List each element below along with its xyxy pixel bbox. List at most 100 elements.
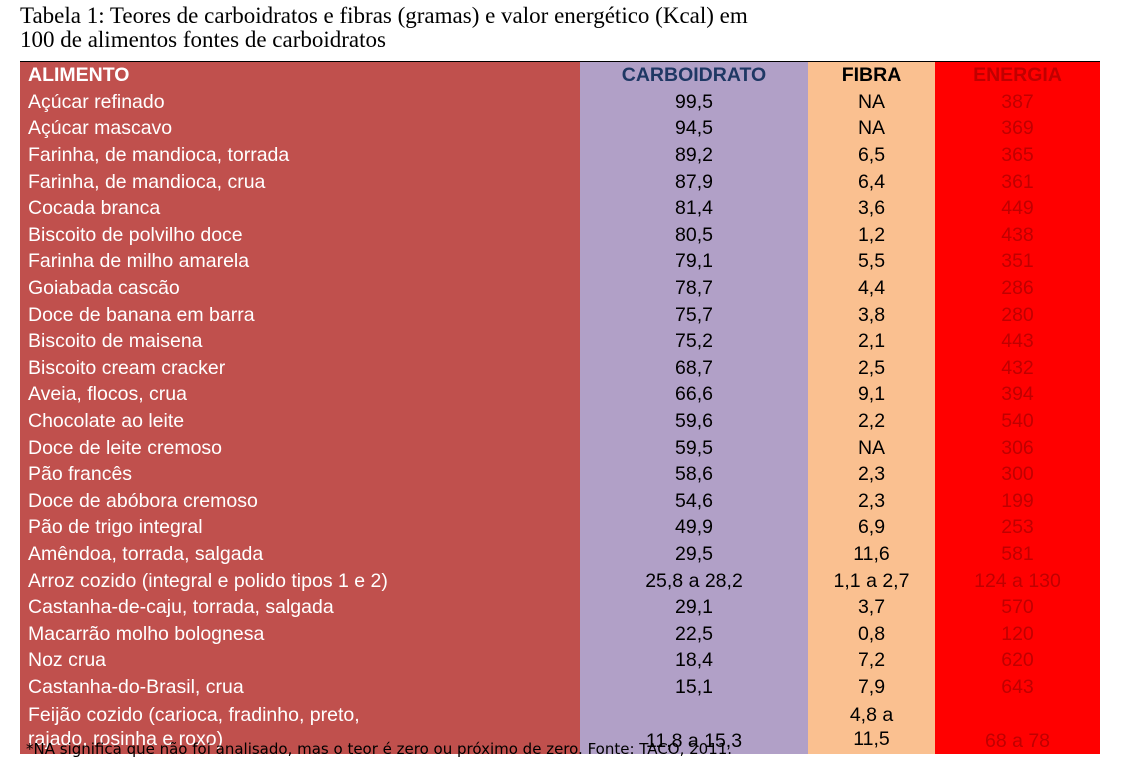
energy-cell: 124 a 130 [935,567,1100,594]
energy-cell: 369 [935,115,1100,142]
carbohydrate-cell: 25,8 a 28,2 [580,567,808,594]
header-energy: ENERGIA [935,62,1100,89]
fiber-cell: NA [808,88,935,116]
energy-cell: 581 [935,540,1100,568]
energy-cell: 351 [935,248,1100,275]
food-cell: Açúcar refinado [20,88,580,116]
footnote: *NA significa que não foi analisado, mas… [26,740,733,758]
table-body: Açúcar refinado 99,5 NA 387 Açúcar mascavo 94… [20,88,1100,755]
fiber-cell: 1,2 [808,221,935,249]
energy-cell: 449 [935,194,1100,222]
table-row: Açúcar mascavo 94,5 NA 369 [20,115,1100,142]
fiber-cell: 4,8 a 11,5 [808,700,935,755]
food-cell: Amêndoa, torrada, salgada [20,540,580,568]
energy-cell: 306 [935,434,1100,461]
energy-cell: 443 [935,327,1100,355]
carbohydrate-cell: 18,4 [580,647,808,674]
carbohydrate-cell: 29,1 [580,593,808,621]
carbohydrate-cell: 79,1 [580,248,808,275]
fiber-cell: 1,1 a 2,7 [808,567,935,594]
carbohydrate-cell: 78,7 [580,274,808,302]
header-carbohydrate: CARBOIDRATO [580,62,808,89]
table-row: Castanha-do-Brasil, crua 15,1 7,9 643 [20,673,1100,701]
energy-cell: 643 [935,673,1100,701]
fiber-cell: 2,3 [808,487,935,515]
caption-line-2: 100 de alimentos fontes de carboidratos [20,27,386,52]
table-row: Doce de banana em barra 75,7 3,8 280 [20,301,1100,328]
food-cell: Doce de leite cremoso [20,434,580,461]
carbohydrate-cell: 58,6 [580,460,808,488]
fiber-cell: 3,6 [808,194,935,222]
carbohydrate-cell: 81,4 [580,194,808,222]
energy-cell: 361 [935,168,1100,195]
caption-line-1: Tabela 1: Teores de carboidratos e fibra… [20,3,748,28]
fiber-cell: 6,4 [808,168,935,195]
food-cell: Castanha-de-caju, torrada, salgada [20,593,580,621]
nutrition-table: ALIMENTO CARBOIDRATO FIBRA ENERGIA Açúca… [20,62,1100,755]
carbohydrate-cell: 68,7 [580,354,808,382]
table-row: Noz crua 18,4 7,2 620 [20,647,1100,674]
carbohydrate-cell: 54,6 [580,487,808,515]
fiber-cell: 9,1 [808,381,935,408]
table-row: Cocada branca 81,4 3,6 449 [20,194,1100,222]
fiber-cell: 7,2 [808,647,935,674]
table-row: Amêndoa, torrada, salgada 29,5 11,6 581 [20,540,1100,568]
fiber-cell: 3,7 [808,593,935,621]
table-row: Farinha de milho amarela 79,1 5,5 351 [20,248,1100,275]
food-cell: Farinha, de mandioca, torrada [20,141,580,169]
carbohydrate-cell: 75,7 [580,301,808,328]
food-cell: Cocada branca [20,194,580,222]
food-cell: Pão francês [20,460,580,488]
carbohydrate-cell: 59,5 [580,434,808,461]
table-row: Farinha, de mandioca, crua 87,9 6,4 361 [20,168,1100,195]
energy-cell: 365 [935,141,1100,169]
fiber-cell: NA [808,434,935,461]
energy-cell: 540 [935,407,1100,435]
header-fiber: FIBRA [808,62,935,89]
table-row: Arroz cozido (integral e polido tipos 1 … [20,567,1100,594]
table-row: Biscoito de polvilho doce 80,5 1,2 438 [20,221,1100,249]
food-cell: Macarrão molho bolognesa [20,620,580,648]
fiber-cell: 5,5 [808,248,935,275]
nutrition-table-container: ALIMENTO CARBOIDRATO FIBRA ENERGIA Açúca… [20,61,1100,755]
table-row: Biscoito cream cracker 68,7 2,5 432 [20,354,1100,382]
food-cell: Farinha de milho amarela [20,248,580,275]
energy-cell: 199 [935,487,1100,515]
food-cell: Doce de banana em barra [20,301,580,328]
energy-cell: 394 [935,381,1100,408]
food-cell: Castanha-do-Brasil, crua [20,673,580,701]
food-line-2: rajado, rosinha e roxo) [28,728,224,751]
fiber-cell: 3,8 [808,301,935,328]
food-cell: Farinha, de mandioca, crua [20,168,580,195]
energy-cell: 280 [935,301,1100,328]
energy-cell: 387 [935,88,1100,116]
table-row: Açúcar refinado 99,5 NA 387 [20,88,1100,116]
fiber-cell: 4,4 [808,274,935,302]
table-row: Pão de trigo integral 49,9 6,9 253 [20,514,1100,541]
fiber-cell: 7,9 [808,673,935,701]
table-row: Chocolate ao leite 59,6 2,2 540 [20,407,1100,435]
food-cell: Aveia, flocos, crua [20,381,580,408]
food-cell: Açúcar mascavo [20,115,580,142]
table-row: Castanha-de-caju, torrada, salgada 29,1 3,… [20,593,1100,621]
table-row: Biscoito de maisena 75,2 2,1 443 [20,327,1100,355]
energy-cell: 438 [935,221,1100,249]
table-row: Aveia, flocos, crua 66,6 9,1 394 [20,381,1100,408]
fiber-cell: 2,5 [808,354,935,382]
carbohydrate-cell: 89,2 [580,141,808,169]
food-cell: Biscoito de polvilho doce [20,221,580,249]
carbohydrate-cell: 75,2 [580,327,808,355]
carbohydrate-cell: 99,5 [580,88,808,116]
energy-cell: 570 [935,593,1100,621]
energy-cell: 300 [935,460,1100,488]
food-cell: Feijão cozido (carioca, fradinho, preto,… [20,700,580,755]
carbohydrate-cell: 87,9 [580,168,808,195]
carbohydrate-cell: 59,6 [580,407,808,435]
food-cell: Pão de trigo integral [20,514,580,541]
carbohydrate-cell: 66,6 [580,381,808,408]
carbohydrate-cell: 15,1 [580,673,808,701]
carbohydrate-cell: 80,5 [580,221,808,249]
food-cell: Noz crua [20,647,580,674]
fiber-line-2: 11,5 [853,728,890,751]
table-row: Doce de leite cremoso 59,5 NA 306 [20,434,1100,461]
